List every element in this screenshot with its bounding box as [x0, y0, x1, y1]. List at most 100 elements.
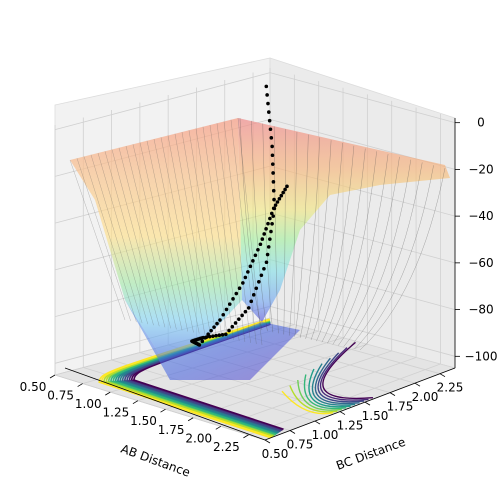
trajectory-point: [271, 180, 276, 184]
surface-valley: [125, 300, 300, 380]
mesh-line: [76, 158, 131, 322]
floor-grid-line: [165, 343, 368, 410]
contour-line: [319, 347, 369, 401]
trajectory-point: [206, 332, 210, 337]
trajectory-point: [246, 270, 250, 274]
trajectory-point: [248, 264, 253, 269]
y-tick-mark: [264, 439, 271, 444]
mesh-line: [181, 131, 217, 337]
trajectory-point: [256, 247, 260, 252]
trajectory-point: [260, 237, 265, 241]
trajectory-point: [281, 190, 285, 195]
trajectory-point: [253, 253, 258, 258]
trajectory-point: [259, 273, 264, 278]
z-tick-label: −80: [468, 303, 493, 317]
y-axis: 0.500.751.001.251.501.752.002.25: [262, 367, 464, 461]
x-tick-label: 0.75: [47, 389, 74, 403]
contour-line: [281, 390, 334, 415]
trajectory-point: [215, 321, 219, 326]
mesh-line: [209, 124, 240, 341]
y-tick-label: 1.00: [312, 428, 339, 442]
mesh-line: [262, 123, 274, 333]
trajectory-point: [266, 221, 270, 226]
contour-line: [303, 374, 347, 410]
trajectory-point: [257, 279, 261, 284]
trajectory-point: [264, 227, 268, 231]
z-tick-label: −40: [468, 209, 493, 223]
floor-grid-line: [193, 350, 392, 419]
trajectory-point: [267, 110, 271, 114]
surface-right-slope: [238, 118, 450, 322]
trajectory-point: [237, 286, 242, 291]
contour-line: [297, 379, 342, 411]
y-tick-label: 1.50: [362, 409, 389, 423]
trajectory-point: [277, 197, 282, 201]
trajectory-point: [241, 281, 245, 285]
trajectory-points: [190, 84, 289, 347]
y-axis-label: BC Distance: [334, 435, 407, 473]
mesh-line: [223, 121, 251, 343]
trajectory-point: [200, 339, 205, 344]
x-tick-label: 0.50: [20, 380, 47, 394]
y-tick-label: 2.25: [437, 381, 464, 395]
y-tick-mark: [414, 382, 421, 387]
mesh-line: [167, 135, 206, 335]
trajectory-point: [214, 333, 218, 338]
trajectory-point: [264, 84, 269, 89]
trajectory-point: [224, 307, 229, 312]
y-tick-label: 2.00: [412, 390, 439, 404]
trajectory-point: [270, 153, 275, 158]
y-tick-label: 1.75: [387, 400, 414, 414]
mesh-line: [299, 137, 320, 338]
trajectory-point: [251, 293, 256, 297]
trajectory-point: [258, 242, 263, 247]
contour-line: [289, 385, 338, 413]
trajectory-point: [266, 101, 270, 106]
x-tick-label: 1.75: [158, 423, 185, 437]
trajectory-point: [262, 266, 266, 271]
floor-grid-line: [54, 374, 266, 441]
trajectory-point: [251, 259, 255, 263]
mesh-line: [97, 152, 149, 325]
trajectory-point: [218, 318, 222, 322]
trajectory-point: [237, 317, 241, 321]
mesh-line: [343, 159, 412, 347]
trajectory-point: [273, 203, 278, 207]
mesh-line: [294, 134, 309, 337]
contour-line: [314, 357, 360, 405]
trajectory-point: [270, 222, 274, 226]
trajectory-point: [283, 187, 287, 192]
x-tick-label: 2.00: [185, 431, 212, 445]
x-axis: 0.500.751.001.251.501.752.002.25: [20, 367, 266, 454]
mesh-line: [195, 128, 228, 339]
trajectory-point: [227, 328, 231, 333]
mesh-line: [139, 142, 183, 331]
trajectory-point: [265, 252, 270, 257]
z-tick-label: −20: [468, 162, 493, 176]
trajectory-point: [223, 332, 228, 337]
trajectory-point: [271, 171, 275, 175]
x-tick-mark: [132, 400, 139, 405]
mesh-line: [132, 144, 177, 330]
mesh-line: [251, 120, 268, 332]
mesh-line: [289, 131, 298, 336]
trajectory-point: [271, 206, 276, 211]
trajectory-point: [266, 245, 271, 249]
x-tick-label: 1.00: [75, 397, 102, 411]
x-tick-label: 1.25: [103, 406, 130, 420]
mesh-line: [239, 117, 263, 331]
y-tick-mark: [364, 401, 371, 406]
x-axis-label: AB Distance: [119, 442, 192, 480]
z-axis: 0 −20 −40 −60 −80 −100: [454, 116, 497, 368]
x-tick-mark: [243, 434, 249, 439]
trajectory-point: [268, 216, 272, 221]
trajectory-point: [269, 229, 273, 234]
y-tick-mark: [339, 411, 346, 415]
y-tick-label: 0.75: [287, 438, 314, 452]
z-tick-label: −60: [468, 256, 493, 270]
trajectory-point: [279, 193, 284, 198]
trajectory-point: [271, 188, 276, 193]
energy-surface: [70, 118, 450, 380]
x-tick-mark: [187, 417, 194, 422]
